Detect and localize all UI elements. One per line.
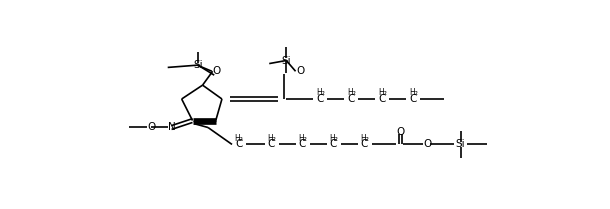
Text: Si: Si [456, 139, 465, 149]
Text: H₂: H₂ [235, 134, 243, 143]
Text: H₂: H₂ [267, 134, 276, 143]
Text: Si: Si [193, 60, 203, 70]
Text: H₂: H₂ [378, 88, 387, 97]
Text: H₂: H₂ [360, 134, 369, 143]
Text: O: O [212, 66, 221, 76]
Text: O: O [396, 127, 404, 137]
Text: C: C [348, 94, 355, 104]
Text: O: O [296, 66, 304, 76]
Text: H₂: H₂ [329, 134, 338, 143]
Text: O: O [423, 139, 431, 149]
Text: C: C [410, 94, 417, 104]
Text: C: C [330, 139, 337, 149]
Text: O: O [147, 122, 156, 133]
Text: H₂: H₂ [409, 88, 418, 97]
Text: C: C [235, 139, 243, 149]
Text: C: C [379, 94, 386, 104]
Text: C: C [299, 139, 306, 149]
Text: Si: Si [281, 56, 291, 65]
Text: C: C [268, 139, 275, 149]
Text: C: C [317, 94, 324, 104]
Text: H₂: H₂ [298, 134, 307, 143]
Text: C: C [361, 139, 368, 149]
Text: N: N [168, 122, 176, 133]
Text: H₂: H₂ [316, 88, 325, 97]
Text: H₂: H₂ [347, 88, 356, 97]
